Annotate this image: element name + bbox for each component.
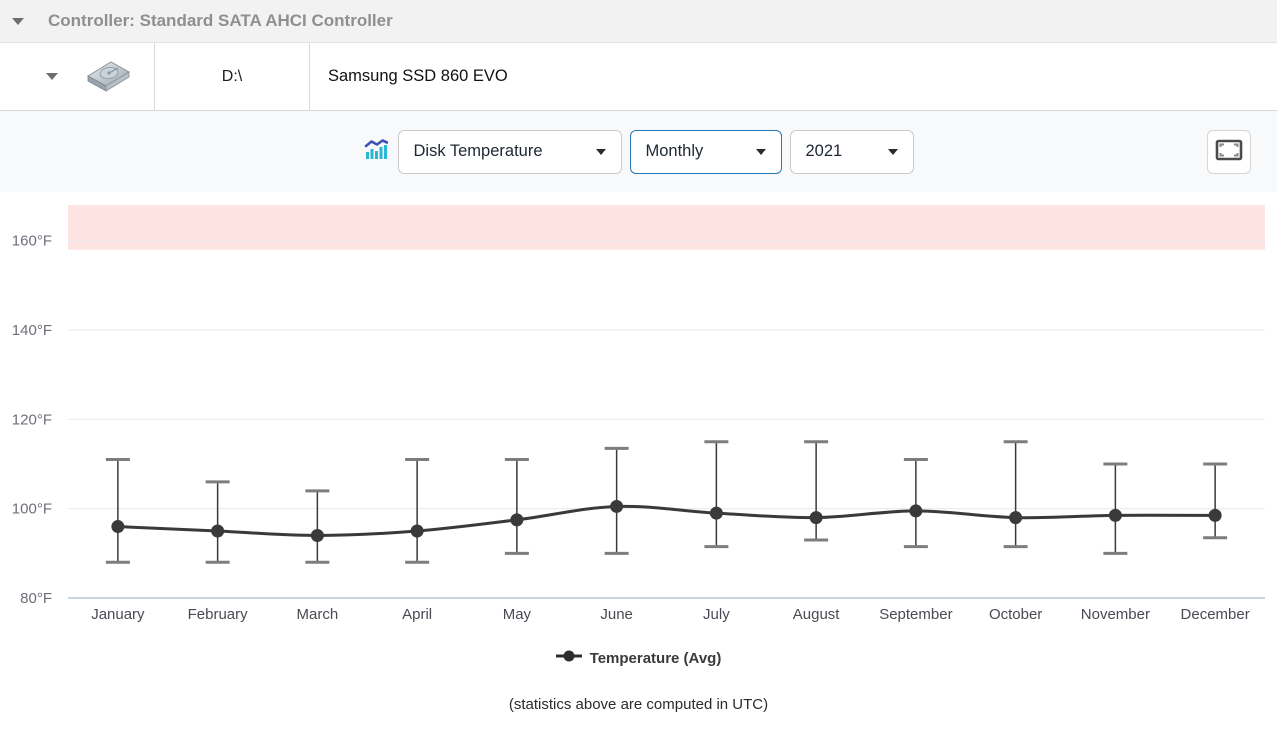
toolbar-controls: Disk Temperature Monthly 2021: [364, 129, 914, 174]
line-dot-marker-icon: [555, 649, 582, 668]
disk-model: Samsung SSD 860 EVO: [328, 67, 508, 85]
svg-text:80°F: 80°F: [20, 590, 52, 607]
hard-drive-icon: [82, 53, 134, 100]
bar-chart-trend-icon: [364, 137, 388, 166]
svg-text:120°F: 120°F: [12, 411, 52, 428]
chart-toolbar: Disk Temperature Monthly 2021: [0, 111, 1277, 192]
svg-text:160°F: 160°F: [12, 233, 52, 250]
svg-text:February: February: [188, 606, 249, 623]
svg-text:December: December: [1181, 606, 1250, 623]
svg-text:June: June: [600, 606, 633, 623]
controller-title: Controller: Standard SATA AHCI Controlle…: [48, 11, 393, 30]
svg-text:January: January: [91, 606, 145, 623]
fullscreen-icon: [1215, 139, 1243, 164]
svg-text:October: October: [989, 606, 1042, 623]
drive-letter-cell: D:\: [155, 43, 310, 110]
svg-text:September: September: [879, 606, 952, 623]
svg-text:140°F: 140°F: [12, 322, 52, 339]
chart-plot: 80°F 100°F 120°F 140°F 160°F January February M…: [12, 205, 1265, 623]
disk-model-cell: Samsung SSD 860 EVO: [310, 43, 1277, 110]
svg-text:April: April: [402, 606, 432, 623]
svg-text:November: November: [1081, 606, 1150, 623]
legend-label: Temperature (Avg): [589, 650, 722, 667]
metric-select[interactable]: Disk Temperature: [397, 129, 622, 174]
controller-collapse-icon[interactable]: [12, 17, 24, 25]
chart-legend[interactable]: Temperature (Avg): [0, 649, 1277, 668]
svg-text:March: March: [297, 606, 339, 623]
fullscreen-button[interactable]: [1207, 129, 1251, 174]
chevron-down-icon: [595, 148, 606, 155]
temperature-chart: 80°F 100°F 120°F 140°F 160°F January February M…: [0, 192, 1277, 713]
drive-letter: D:\: [221, 67, 243, 85]
svg-text:May: May: [503, 606, 532, 623]
year-select-value: 2021: [805, 142, 843, 160]
disk-collapse-icon[interactable]: [46, 73, 58, 80]
svg-text:100°F: 100°F: [12, 501, 52, 518]
period-select[interactable]: Monthly: [629, 129, 782, 174]
disk-row[interactable]: D:\ Samsung SSD 860 EVO: [0, 43, 1277, 111]
disk-toggle-cell: [0, 43, 155, 110]
year-select[interactable]: 2021: [789, 129, 914, 174]
utc-note: (statistics above are computed in UTC): [508, 696, 769, 713]
svg-text:July: July: [703, 606, 730, 623]
period-select-value: Monthly: [645, 142, 704, 160]
controller-header: Controller: Standard SATA AHCI Controlle…: [0, 0, 1277, 43]
metric-select-value: Disk Temperature: [413, 142, 543, 160]
svg-text:August: August: [793, 606, 841, 623]
chevron-down-icon: [887, 148, 898, 155]
chevron-down-icon: [755, 148, 766, 155]
